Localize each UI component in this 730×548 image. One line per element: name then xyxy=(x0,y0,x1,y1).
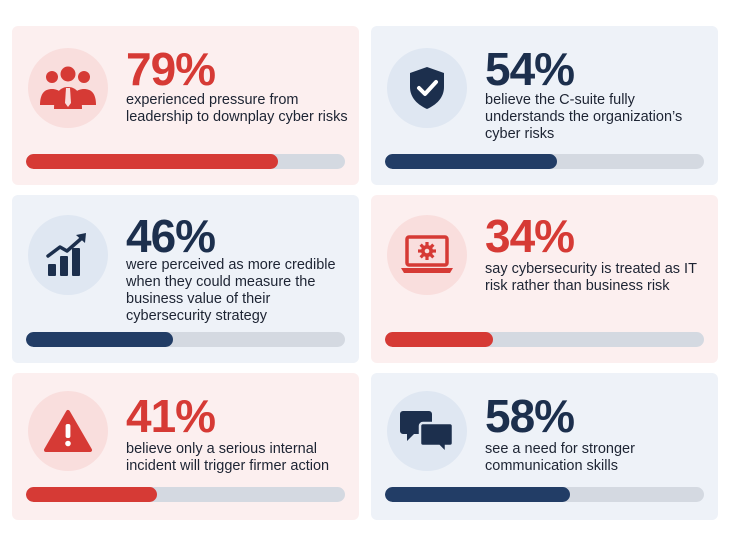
stat-description: were perceived as more credible when the… xyxy=(126,257,336,324)
progress-bar xyxy=(385,332,704,347)
icon-badge xyxy=(387,48,467,128)
stat-percent: 46% xyxy=(126,210,216,262)
stat-card-credibility: 46% were perceived as more credible when… xyxy=(12,195,359,363)
icon-badge xyxy=(387,215,467,295)
progress-bar xyxy=(26,332,345,347)
laptop-gear-icon xyxy=(399,234,455,276)
progress-fill xyxy=(385,154,558,169)
stat-percent: 58% xyxy=(485,390,575,442)
stat-card-csuite-understanding: 54% believe the C-suite fully understand… xyxy=(371,26,718,185)
stat-description: believe only a serious internal incident… xyxy=(126,441,330,474)
progress-bar xyxy=(385,154,704,169)
stat-percent: 54% xyxy=(485,43,575,95)
stat-card-leadership-pressure: 79% experienced pressure from leadership… xyxy=(12,26,359,185)
stat-card-incident-trigger: 41% believe only a serious internal inci… xyxy=(12,373,359,520)
icon-badge xyxy=(387,391,467,471)
stat-description: see a need for stronger communication sk… xyxy=(485,441,635,474)
progress-bar xyxy=(26,487,345,502)
icon-badge xyxy=(28,215,108,295)
stat-percent: 41% xyxy=(126,390,216,442)
stat-description: believe the C-suite fully understands th… xyxy=(485,92,683,142)
stat-card-communication-skills: 58% see a need for stronger communicatio… xyxy=(371,373,718,520)
progress-fill xyxy=(385,332,494,347)
stat-description: experienced pressure from leadership to … xyxy=(126,92,348,125)
progress-fill xyxy=(26,154,278,169)
growth-chart-icon xyxy=(45,230,91,280)
stat-percent: 79% xyxy=(126,43,216,95)
stat-description: say cybersecurity is treated as IT risk … xyxy=(485,261,697,294)
icon-badge xyxy=(28,48,108,128)
stat-card-it-risk: 34% say cybersecurity is treated as IT r… xyxy=(371,195,718,363)
shield-check-icon xyxy=(407,65,447,111)
chat-bubbles-icon xyxy=(399,407,455,455)
progress-fill xyxy=(385,487,571,502)
warning-icon xyxy=(43,409,93,453)
icon-badge xyxy=(28,391,108,471)
stat-percent: 34% xyxy=(485,210,575,262)
progress-fill xyxy=(26,332,173,347)
progress-bar xyxy=(26,154,345,169)
people-icon xyxy=(37,65,99,111)
progress-fill xyxy=(26,487,157,502)
progress-bar xyxy=(385,487,704,502)
